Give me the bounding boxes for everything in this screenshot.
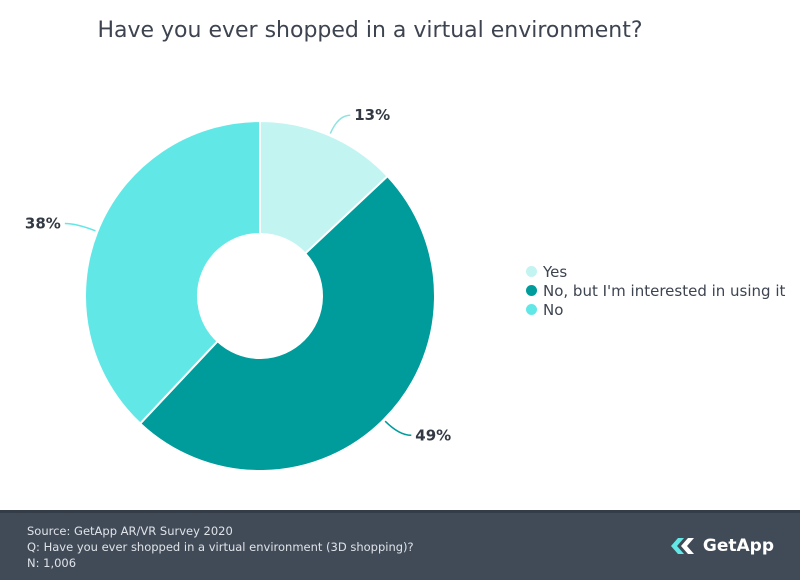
slice-no [83, 119, 261, 425]
legend-swatch-yes [526, 266, 537, 277]
legend-item-interested: No, but I'm interested in using it [526, 281, 785, 300]
getapp-logo-icon [670, 538, 694, 554]
chart-title: Have you ever shopped in a virtual envir… [97, 18, 643, 43]
footer-sample-size: N: 1,006 [27, 556, 77, 570]
donut-slices [83, 119, 437, 473]
legend-swatch-interested [526, 285, 537, 296]
legend-label-yes: Yes [543, 262, 568, 281]
label-leaders [64, 114, 412, 437]
slice-yes [259, 119, 389, 255]
leader-line [384, 420, 412, 437]
legend-swatch-no [526, 304, 537, 315]
footer-question: Q: Have you ever shopped in a virtual en… [27, 540, 414, 554]
donut-chart: 13% 49% 38% [25, 106, 451, 473]
brand-name: GetApp [702, 536, 774, 556]
label-yes-pct: 13% [354, 106, 390, 124]
slice-interested [138, 174, 437, 473]
legend-label-interested: No, but I'm interested in using it [543, 281, 786, 300]
leader-line [64, 222, 96, 232]
legend: Yes No, but I'm interested in using it N… [526, 262, 785, 319]
label-no-pct: 38% [25, 214, 61, 232]
label-interested-pct: 49% [415, 426, 451, 444]
footer-notes: Source: GetApp AR/VR Survey 2020 Q: Have… [27, 523, 414, 571]
legend-label-no: No [543, 300, 564, 319]
leader-line [329, 114, 351, 134]
footer: Source: GetApp AR/VR Survey 2020 Q: Have… [0, 510, 800, 580]
legend-item-yes: Yes [526, 262, 785, 281]
getapp-brand: GetApp [670, 536, 774, 556]
footer-source: Source: GetApp AR/VR Survey 2020 [27, 524, 233, 538]
percentage-labels: 13% 49% 38% [25, 106, 451, 444]
legend-item-no: No [526, 300, 785, 319]
